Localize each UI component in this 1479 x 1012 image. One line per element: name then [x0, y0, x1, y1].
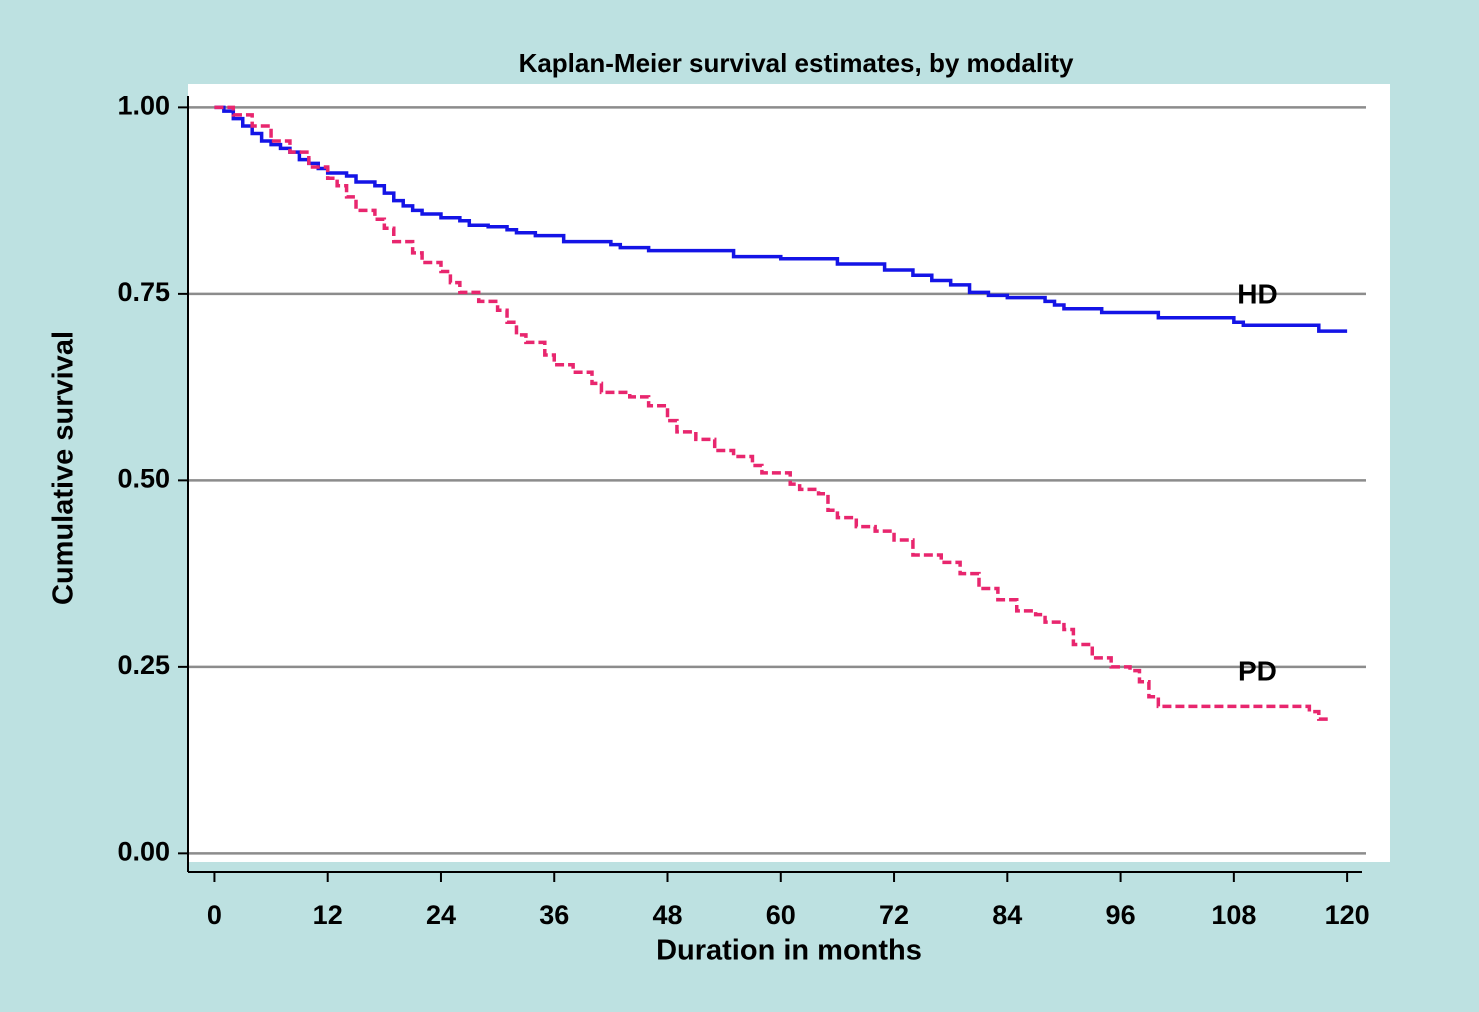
y-tick-label: 0.50 — [117, 463, 170, 493]
series-label: HD — [1237, 279, 1277, 310]
x-tick-label: 120 — [1325, 900, 1370, 930]
x-tick-label: 24 — [426, 900, 456, 930]
x-tick-label: 36 — [539, 900, 569, 930]
x-tick-label: 12 — [313, 900, 343, 930]
y-tick-label: 0.75 — [117, 277, 170, 307]
series-line — [214, 105, 1330, 722]
x-tick-label: 72 — [879, 900, 909, 930]
x-axis-label: Duration in months — [656, 935, 922, 967]
y-tick-label: 0.25 — [117, 650, 170, 680]
x-tick-label: 108 — [1211, 900, 1256, 930]
x-tick-label: 48 — [652, 900, 682, 930]
x-tick-label: 84 — [992, 900, 1022, 930]
y-axis-label: Cumulative survival — [48, 331, 80, 605]
y-tick-label: 1.00 — [117, 91, 170, 121]
x-tick-label: 96 — [1106, 900, 1136, 930]
chart-title: Kaplan-Meier survival estimates, by moda… — [519, 48, 1074, 78]
y-tick-label: 0.00 — [117, 836, 170, 866]
x-tick-label: 60 — [766, 900, 796, 930]
series-label: PD — [1238, 656, 1277, 687]
x-tick-label: 0 — [207, 900, 222, 930]
